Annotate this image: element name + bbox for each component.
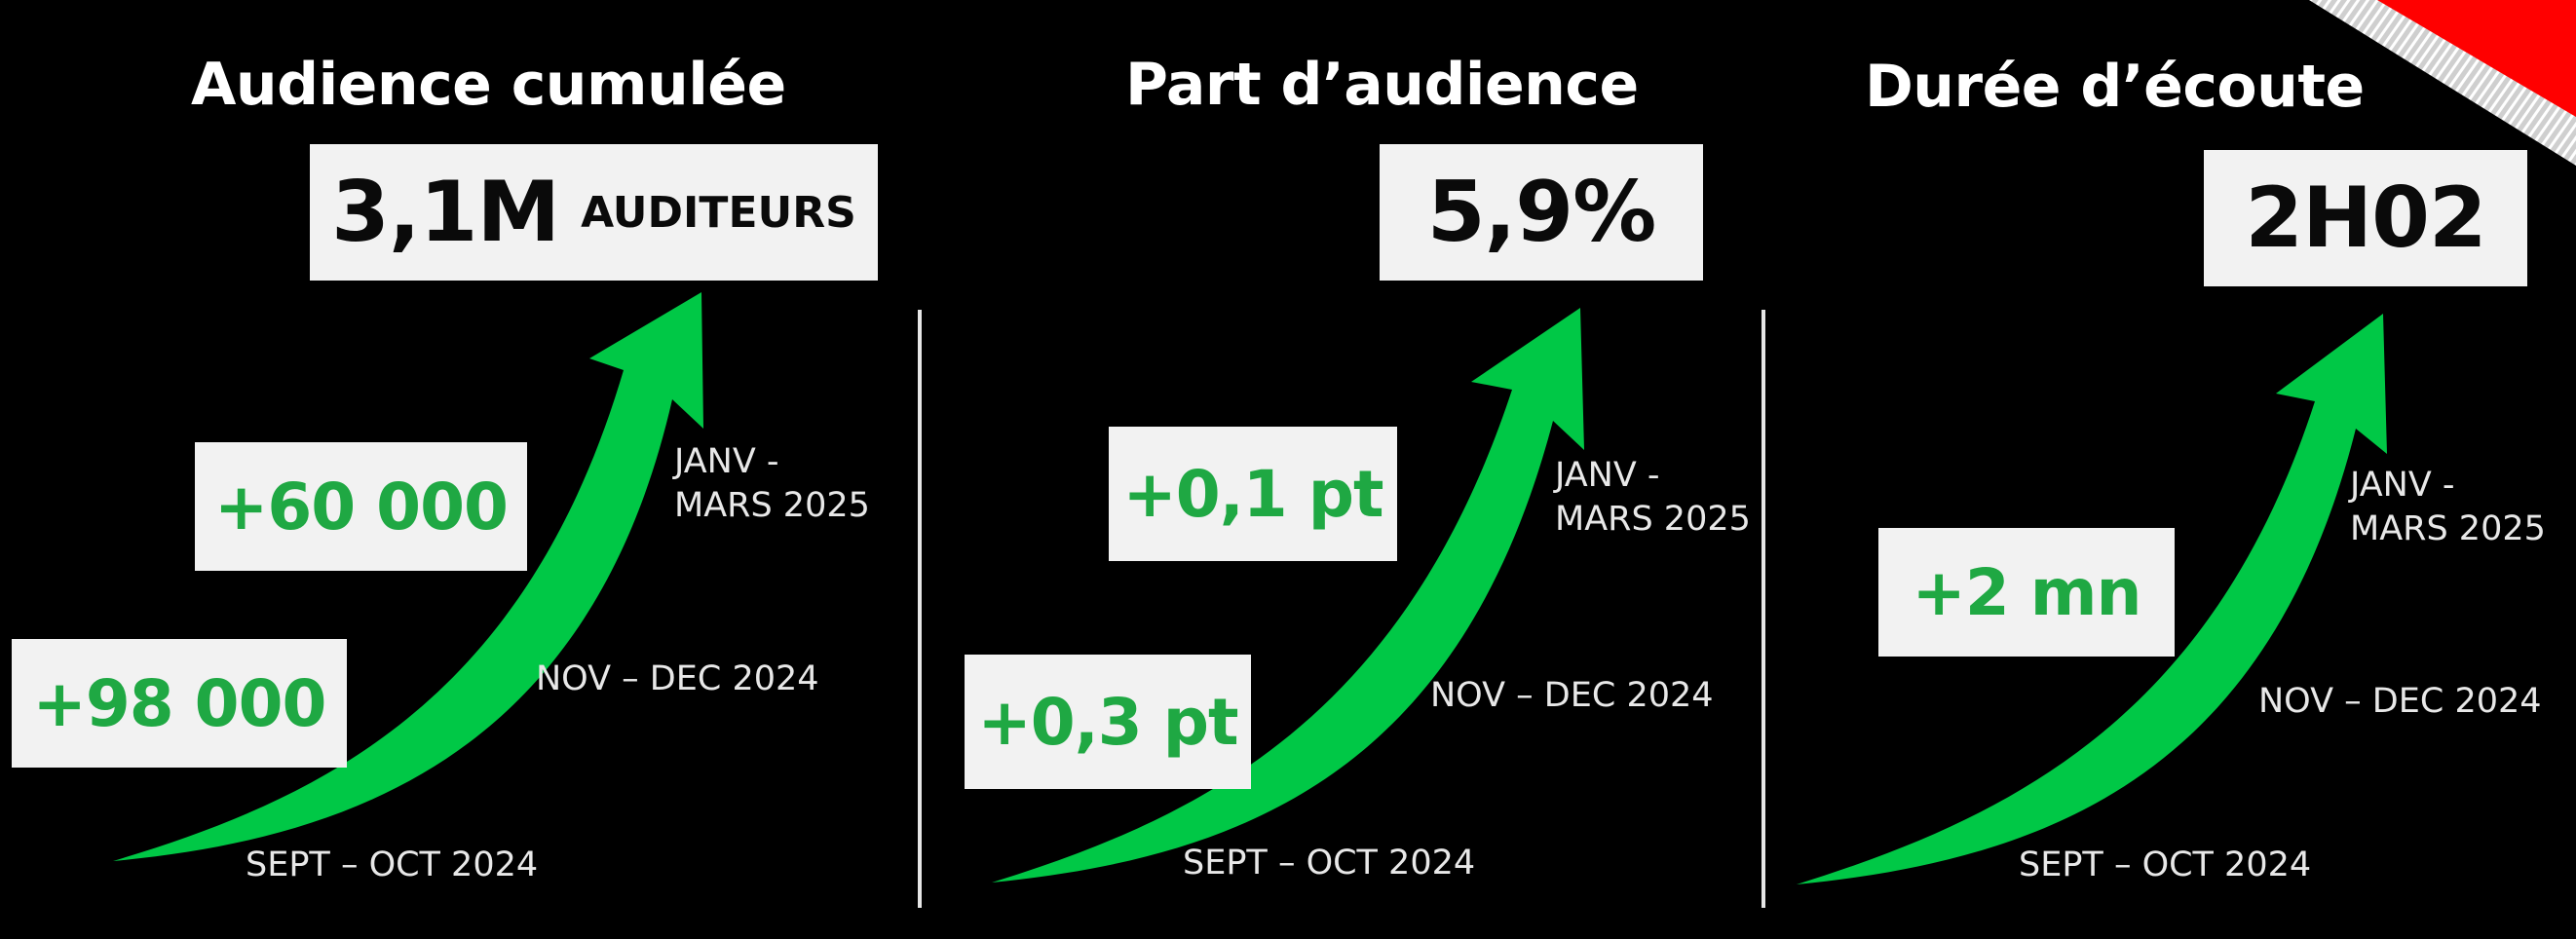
- gain-value: +60 000: [214, 469, 509, 545]
- period-label-mars: MARS 2025: [674, 486, 870, 525]
- panel-divider: [918, 310, 922, 908]
- panel-title: Durée d’écoute: [1865, 53, 2365, 121]
- period-label-janv: JANV -: [2350, 466, 2455, 505]
- metric-value-box: 5,9%: [1380, 144, 1703, 281]
- panel-divider: [1762, 310, 1765, 908]
- corner-ribbon-decoration: [2309, 0, 2576, 166]
- period-label-sept-oct: SEPT – OCT 2024: [1183, 844, 1476, 883]
- period-label-janv: JANV -: [1555, 456, 1660, 495]
- gain-box-1: +0,3 pt: [965, 655, 1251, 789]
- panel-title: Audience cumulée: [191, 51, 786, 119]
- gain-value: +2 mn: [1912, 554, 2142, 630]
- gain-box-1: +2 mn: [1878, 528, 2175, 657]
- metric-value: 3,1M: [331, 164, 560, 261]
- gain-value: +0,3 pt: [977, 684, 1239, 760]
- panel-title: Part d’audience: [1125, 51, 1639, 119]
- period-label-janv: JANV -: [674, 442, 779, 481]
- period-label-mars: MARS 2025: [2350, 509, 2546, 548]
- metric-value-box: 2H02: [2204, 150, 2527, 286]
- gain-box-2: +60 000: [195, 442, 527, 571]
- gain-value: +0,1 pt: [1122, 456, 1384, 532]
- period-label-sept-oct: SEPT – OCT 2024: [246, 845, 539, 884]
- period-label-sept-oct: SEPT – OCT 2024: [2019, 845, 2312, 884]
- gain-box-2: +0,1 pt: [1109, 427, 1397, 561]
- metric-value: 5,9%: [1426, 164, 1657, 261]
- metric-value-box: 3,1M AUDITEURS: [310, 144, 878, 281]
- gain-value: +98 000: [32, 665, 327, 741]
- period-label-nov-dec: NOV – DEC 2024: [536, 659, 819, 698]
- metric-value: 2H02: [2245, 169, 2486, 267]
- period-label-nov-dec: NOV – DEC 2024: [2258, 682, 2542, 721]
- period-label-nov-dec: NOV – DEC 2024: [1430, 676, 1714, 715]
- gain-box-1: +98 000: [12, 639, 347, 768]
- period-label-mars: MARS 2025: [1555, 500, 1751, 539]
- metric-unit: AUDITEURS: [581, 187, 856, 238]
